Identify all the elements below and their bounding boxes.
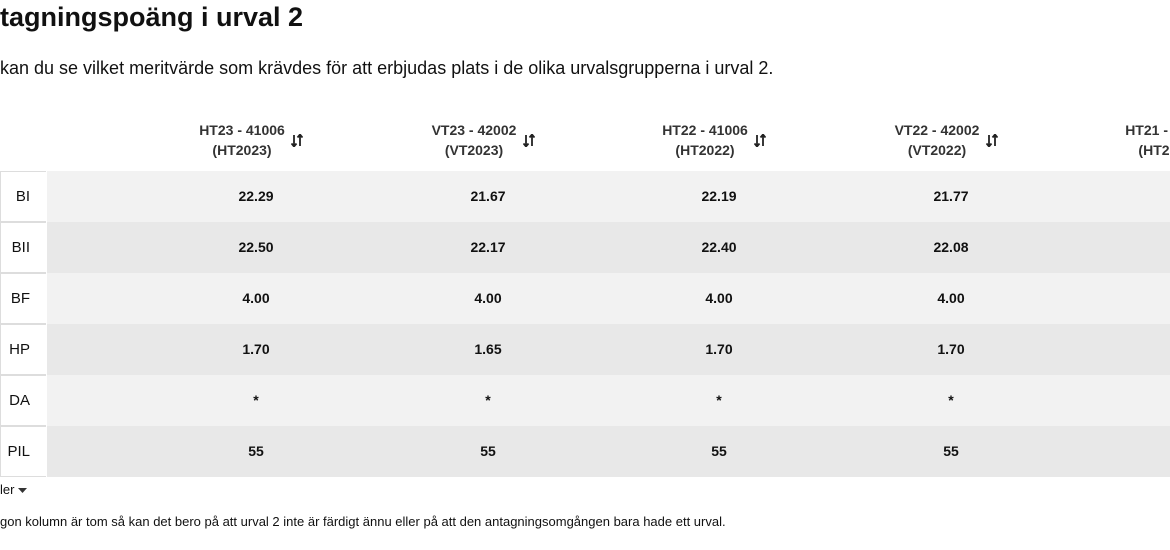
table-cell: 55 [711,443,727,459]
sort-icon[interactable] [986,134,998,147]
page-subtitle: kan du se vilket meritvärde som krävdes … [0,58,774,78]
column-code: HT22 - 41006 [662,122,748,138]
sort-icon[interactable] [754,134,766,147]
column-code: HT21 - 41006 [1125,122,1170,138]
table-cell: 21.77 [933,188,969,204]
row-label: DA [0,375,46,426]
table-cell: 55 [248,443,264,459]
column-term: (HT2021) [1138,142,1170,158]
page-title: tagningspoäng i urval 2 [0,2,304,32]
row-label: BII [0,222,46,273]
table-cell: 55 [943,443,959,459]
row-label: HP [0,324,46,375]
table-row: * * * * [47,375,1170,426]
table-cell: 1.70 [242,341,270,357]
table-cell: 21.67 [470,188,506,204]
table-row: 4.004.004.004.004. [47,273,1170,324]
table-cell: * [948,392,954,408]
table-cell: * [253,392,259,408]
table-cell: 1.70 [937,341,965,357]
details-toggle[interactable]: ler [0,482,28,497]
column-header[interactable]: HT22 - 41006 (HT2022) [662,120,748,160]
column-term: (HT2023) [212,142,272,158]
row-label: PIL [0,426,46,477]
toggle-label[interactable]: ler [0,482,15,497]
table-cell: 4.00 [705,290,733,306]
table-cell: 55 [480,443,496,459]
table-row: 1.701.651.701.701. [47,324,1170,375]
column-header[interactable]: VT22 - 42002 (VT2022) [895,120,980,160]
column-term: (VT2023) [444,142,504,158]
caret [18,488,28,493]
table-cell: 1.65 [474,341,502,357]
table-cell: 4.00 [937,290,965,306]
column-term: (VT2022) [907,142,967,158]
table-cell: 22.29 [238,188,274,204]
table-cell: 4.00 [242,290,270,306]
table-cell: * [716,392,722,408]
table-cell: 22.50 [238,239,274,255]
table-cell: 22.19 [701,188,737,204]
row-label: BF [0,273,46,324]
column-term: (HT2022) [675,142,735,158]
table-cell: 22.40 [701,239,737,255]
footnote: gon kolumn är tom så kan det bero på att… [0,514,726,529]
column-header[interactable]: HT21 - 41006 (HT2021) [1125,120,1170,160]
sort-icon[interactable] [523,134,535,147]
column-header[interactable]: VT23 - 42002 (VT2023) [432,120,517,160]
row-label: BI [0,171,46,222]
table-cell: 4.00 [474,290,502,306]
table-cell: 22.08 [933,239,969,255]
column-header[interactable]: HT23 - 41006 (HT2023) [199,120,285,160]
column-code: VT23 - 42002 [431,122,517,138]
table-cell: 1.70 [705,341,733,357]
table-cell: 22.17 [470,239,506,255]
sort-icon[interactable] [291,134,303,147]
table-row: 55 55 55 55 [47,426,1170,477]
column-code: HT23 - 41006 [199,122,285,138]
table-cell: * [485,392,491,408]
column-code: VT22 - 42002 [894,122,980,138]
